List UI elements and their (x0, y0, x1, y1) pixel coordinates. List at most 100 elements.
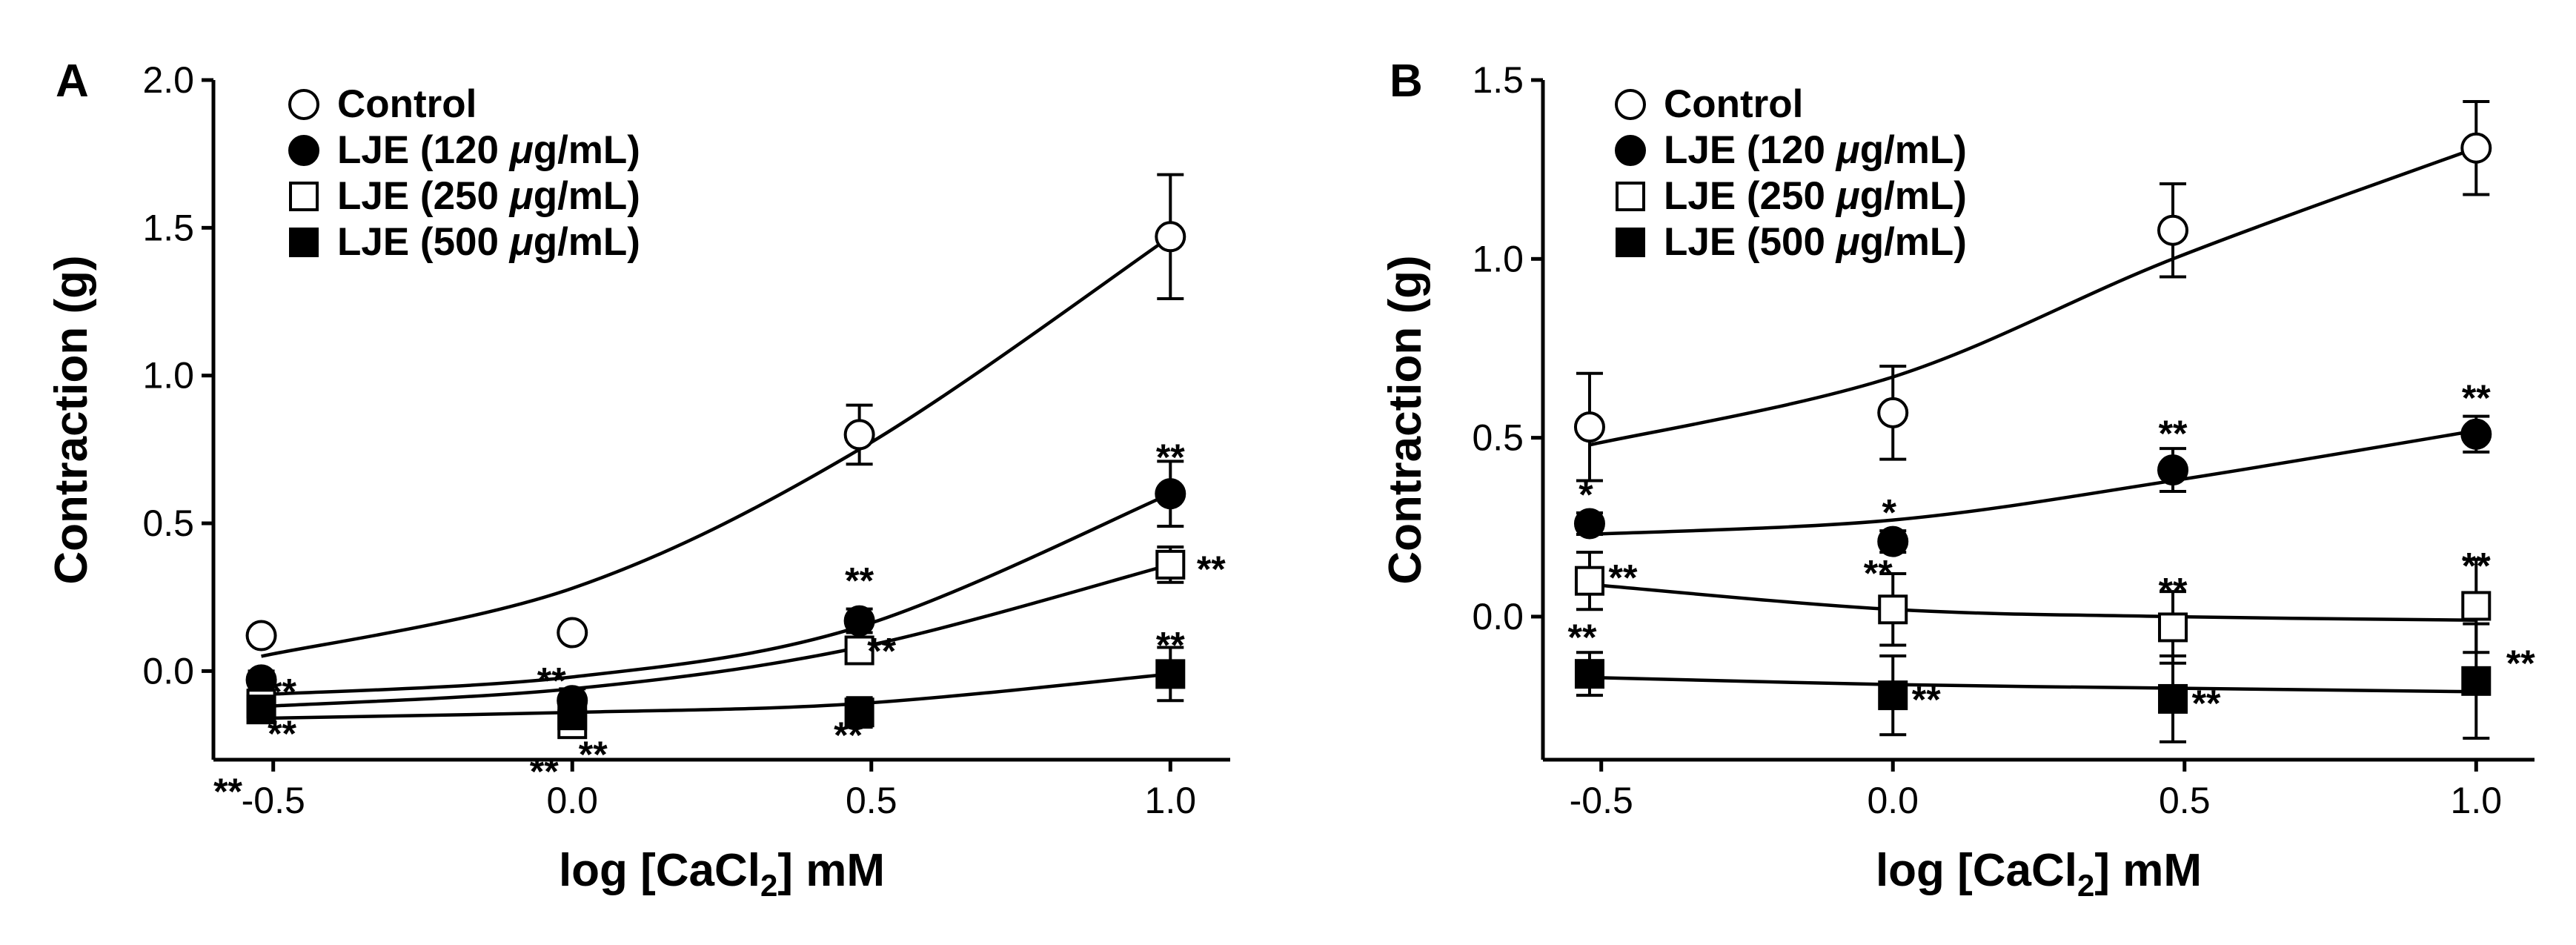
data-point (1155, 221, 1186, 253)
fit-line (261, 563, 1171, 709)
legend-label: LJE (250 μg/mL) (1664, 174, 1967, 218)
legend-label-text: LJE (120 (1664, 128, 1836, 172)
significance-label: ** (579, 734, 608, 775)
significance-label: ** (1568, 617, 1597, 658)
x-axis-title-tail: ] mM (777, 845, 885, 896)
data-point (2461, 591, 2492, 621)
legend-label: Control (1664, 82, 1803, 126)
legend-label: Control (337, 82, 477, 126)
y-tick-label: 0.5 (142, 503, 194, 544)
legend-label-text: LJE (250 (337, 174, 510, 218)
data-point (2158, 683, 2188, 714)
legend-label: LJE (250 μg/mL) (337, 174, 640, 218)
significance-label: ** (1864, 552, 1893, 594)
legend-label-text: g/mL) (534, 220, 640, 264)
x-axis-title: log [CaCl2] mM (559, 845, 885, 903)
fit-line (261, 235, 1172, 658)
x-tick-label: 0.0 (1867, 780, 1919, 821)
significance-label: ** (530, 751, 559, 792)
series-3: ** ** ** ** (1568, 617, 2535, 743)
fit-line (1589, 428, 2477, 537)
legend-marker (1616, 228, 1645, 257)
data-point (843, 419, 875, 451)
significance-label: ** (1197, 548, 1226, 590)
data-point (2461, 666, 2492, 696)
legend-label: LJE (500 μg/mL) (1664, 220, 1967, 264)
significance-label: ** (2192, 683, 2221, 724)
legend-label: LJE (500 μg/mL) (337, 220, 640, 264)
data-point (1155, 549, 1186, 580)
data-point (2157, 454, 2189, 486)
significance-label: ** (1156, 624, 1185, 666)
significance-label: ** (2159, 570, 2188, 611)
data-point (844, 697, 874, 728)
x-tick-label: 1.0 (1145, 780, 1197, 821)
legend-label-text: LJE (500 (1664, 220, 1836, 264)
data-point (1877, 525, 1909, 557)
fit-line (261, 492, 1172, 697)
x-axis-title-subscript: 2 (2077, 868, 2094, 903)
legend-label-text: LJE (250 (1664, 174, 1836, 218)
legend-label-mu: μ (1835, 174, 1860, 218)
x-tick-label: 1.0 (2451, 780, 2503, 821)
x-tick-label: 0.5 (2159, 780, 2211, 821)
y-tick-label: 1.0 (1472, 238, 1524, 279)
legend-marker (1615, 89, 1646, 120)
significance-label: * (1579, 474, 1593, 515)
x-axis-title: log [CaCl2] mM (1876, 845, 2202, 903)
x-tick-label: -0.5 (242, 780, 305, 821)
data-point (1573, 508, 1605, 540)
y-tick-label: 0.0 (142, 650, 194, 692)
data-point (1878, 594, 1908, 625)
x-axis-title-tail: ] mM (2094, 845, 2202, 896)
y-tick-label: 1.5 (142, 207, 194, 248)
series-0 (245, 173, 1186, 658)
panel-label: B (1390, 56, 1423, 107)
significance-label: ** (537, 660, 566, 701)
data-point (557, 617, 588, 649)
legend-label-text: LJE (120 (337, 128, 510, 172)
x-axis-title-main: log [CaCl (559, 845, 760, 896)
legend-marker (289, 228, 319, 257)
legend-label: LJE (120 μg/mL) (337, 128, 640, 172)
x-tick-label: -0.5 (1570, 780, 1633, 821)
data-point (844, 635, 874, 666)
series-2: ** ** ** ** (246, 545, 1226, 775)
significance-label: ** (2506, 643, 2535, 684)
significance-label: ** (2159, 413, 2188, 454)
significance-label: ** (1609, 557, 1638, 599)
significance-label: * (1882, 492, 1897, 534)
x-tick-label: 0.0 (546, 780, 598, 821)
legend-marker (289, 182, 319, 211)
legend-marker (288, 135, 319, 166)
legend-marker (1615, 135, 1646, 166)
data-point (1574, 566, 1604, 596)
legend-label-mu: μ (508, 128, 534, 172)
legend-label-mu: μ (1835, 220, 1860, 264)
data-point (1573, 411, 1605, 443)
data-point (843, 605, 875, 637)
series-1: * ***** (1573, 377, 2492, 557)
legend-label-text: g/mL) (1860, 220, 1967, 264)
significance-label: ** (1912, 679, 1941, 720)
y-axis-title: Contraction (g) (1380, 255, 1431, 584)
data-point (1155, 659, 1186, 689)
series-0 (1573, 99, 2492, 483)
data-point (1574, 659, 1604, 689)
data-point (2460, 132, 2492, 164)
fit-line (1589, 583, 2477, 623)
legend-marker (288, 89, 319, 120)
significance-label: ** (845, 560, 874, 602)
panel-label: A (56, 56, 89, 107)
y-axis-title: Contraction (g) (46, 255, 97, 584)
data-point (2460, 418, 2492, 450)
y-tick-label: 0.5 (1472, 417, 1524, 459)
legend-label-mu: μ (508, 174, 534, 218)
x-axis-title-subscript: 2 (760, 868, 777, 903)
fit-line (261, 672, 1171, 720)
data-point (557, 700, 588, 731)
x-tick-label: 0.5 (846, 780, 897, 821)
significance-label: ** (867, 630, 896, 672)
